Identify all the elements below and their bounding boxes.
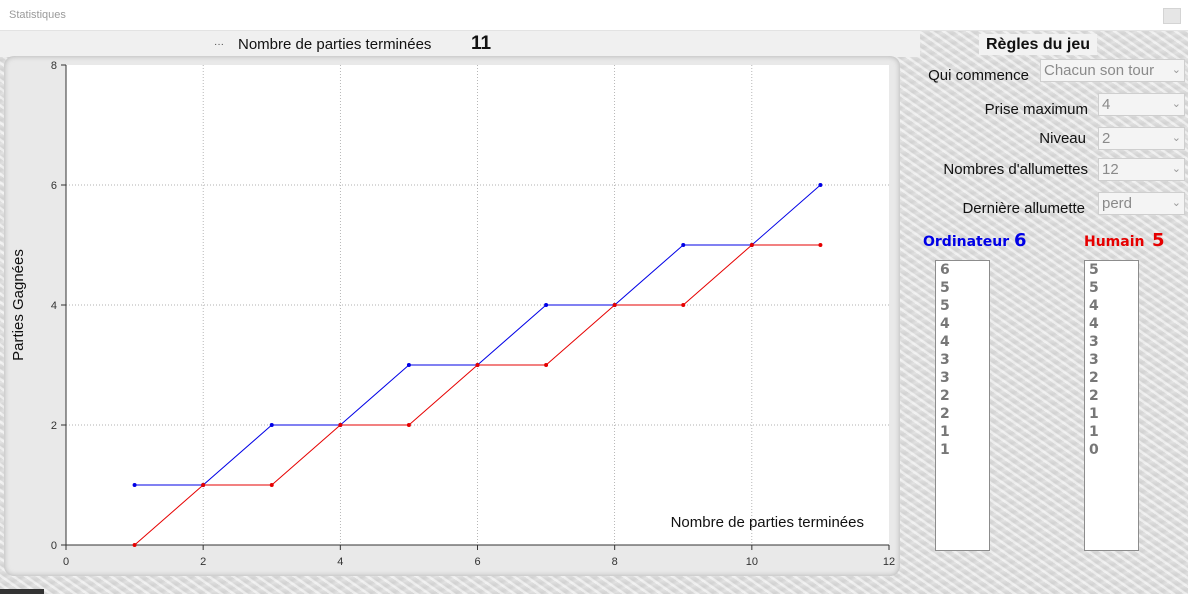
humain-score: 5 [1152, 230, 1165, 251]
label-niveau: Niveau [1039, 130, 1086, 147]
label-prise-maximum: Prise maximum [984, 101, 1088, 118]
select-derniere-allumette[interactable]: perd ⌄ [1098, 192, 1185, 215]
list-item[interactable]: 5 [940, 298, 950, 314]
ordinateur-history-list[interactable]: 6 5 5 4 4 3 3 2 2 1 1 [935, 260, 990, 551]
data-point-humain [338, 423, 343, 427]
list-item[interactable]: 3 [940, 352, 950, 368]
list-item[interactable]: 5 [1089, 262, 1099, 278]
x-tick-label: 0 [63, 556, 69, 568]
label-qui-commence: Qui commence [928, 67, 1029, 84]
chart-header [0, 31, 920, 57]
data-point-ordinateur [406, 363, 411, 367]
window-title: Statistiques [9, 9, 66, 21]
list-item[interactable]: 4 [940, 316, 950, 332]
data-point-humain [681, 303, 686, 307]
select-value: 2 [1102, 130, 1111, 147]
list-item[interactable]: 2 [1089, 370, 1099, 386]
data-point-humain [818, 243, 823, 247]
list-item[interactable]: 3 [940, 370, 950, 386]
label-nombres-allumettes: Nombres d'allumettes [943, 161, 1088, 178]
list-item[interactable]: 6 [940, 262, 950, 278]
chevron-down-icon: ⌄ [1171, 163, 1181, 175]
y-tick-label: 2 [51, 420, 57, 432]
games-count-label: Nombre de parties terminées [238, 36, 432, 53]
chevron-down-icon: ⌄ [1171, 197, 1181, 209]
x-tick-label: 8 [612, 556, 618, 568]
select-value: perd [1102, 195, 1133, 212]
data-point-humain [201, 483, 206, 487]
list-item[interactable]: 5 [1089, 280, 1099, 296]
humain-label: Humain [1084, 234, 1145, 250]
list-item[interactable]: 1 [940, 442, 950, 458]
data-point-humain [132, 543, 137, 547]
data-point-humain [269, 483, 274, 487]
ordinateur-label: Ordinateur [923, 234, 1010, 250]
list-item[interactable]: 2 [940, 388, 950, 404]
legend-dots-icon: ··· [214, 39, 224, 50]
chevron-down-icon: ⌄ [1171, 64, 1181, 76]
data-point-humain [406, 423, 411, 427]
list-item[interactable]: 5 [940, 280, 950, 296]
x-tick-label: 10 [746, 556, 758, 568]
taskbar-edge [0, 589, 44, 594]
humain-history-list[interactable]: 5 5 4 4 3 3 2 2 1 1 0 [1084, 260, 1139, 551]
select-value: 4 [1102, 96, 1111, 113]
close-icon[interactable] [1163, 8, 1181, 24]
select-qui-commence[interactable]: Chacun son tour ⌄ [1040, 59, 1185, 82]
x-tick-label: 12 [883, 556, 895, 568]
data-point-ordinateur [132, 483, 137, 487]
select-prise-maximum[interactable]: 4 ⌄ [1098, 93, 1185, 116]
data-point-humain [544, 363, 549, 367]
list-item[interactable]: 4 [1089, 298, 1099, 314]
y-tick-label: 8 [51, 60, 57, 72]
x-tick-label: 2 [200, 556, 206, 568]
list-item[interactable]: 2 [1089, 388, 1099, 404]
games-count-value: 11 [471, 33, 492, 54]
chevron-down-icon: ⌄ [1171, 98, 1181, 110]
list-item[interactable]: 0 [1089, 442, 1099, 458]
x-tick-label: 4 [337, 556, 343, 568]
select-value: Chacun son tour [1044, 62, 1155, 79]
y-axis-label: Parties Gagnées [10, 249, 27, 361]
x-tick-label: 6 [474, 556, 480, 568]
data-point-humain [749, 243, 754, 247]
list-item[interactable]: 1 [1089, 406, 1099, 422]
chevron-down-icon: ⌄ [1171, 132, 1181, 144]
list-item[interactable]: 1 [940, 424, 950, 440]
list-item[interactable]: 1 [1089, 424, 1099, 440]
list-item[interactable]: 3 [1089, 352, 1099, 368]
x-axis-label: Nombre de parties terminées [671, 514, 864, 531]
select-niveau[interactable]: 2 ⌄ [1098, 127, 1185, 150]
list-item[interactable]: 4 [1089, 316, 1099, 332]
data-point-humain [612, 303, 617, 307]
label-derniere-allumette: Dernière allumette [962, 200, 1085, 217]
rules-title: Règles du jeu [979, 34, 1097, 55]
select-nombres-allumettes[interactable]: 12 ⌄ [1098, 158, 1185, 181]
ordinateur-score: 6 [1014, 230, 1027, 251]
chart: 0 2 4 6 8 10 12 0 2 4 6 8 Nombre de parties terminée… [10, 60, 895, 568]
data-point-humain [475, 363, 480, 367]
y-tick-label: 4 [51, 300, 57, 312]
title-bar: Statistiques [0, 0, 1188, 31]
data-point-ordinateur [544, 303, 549, 307]
y-tick-label: 0 [51, 540, 57, 552]
data-point-ordinateur [269, 423, 274, 427]
list-item[interactable]: 4 [940, 334, 950, 350]
data-point-ordinateur [681, 243, 686, 247]
y-tick-label: 6 [51, 180, 57, 192]
list-item[interactable]: 3 [1089, 334, 1099, 350]
data-point-ordinateur [818, 183, 823, 187]
list-item[interactable]: 2 [940, 406, 950, 422]
select-value: 12 [1102, 161, 1119, 178]
chart-panel: 0 2 4 6 8 10 12 0 2 4 6 8 Nombre de parties terminée… [4, 56, 900, 576]
